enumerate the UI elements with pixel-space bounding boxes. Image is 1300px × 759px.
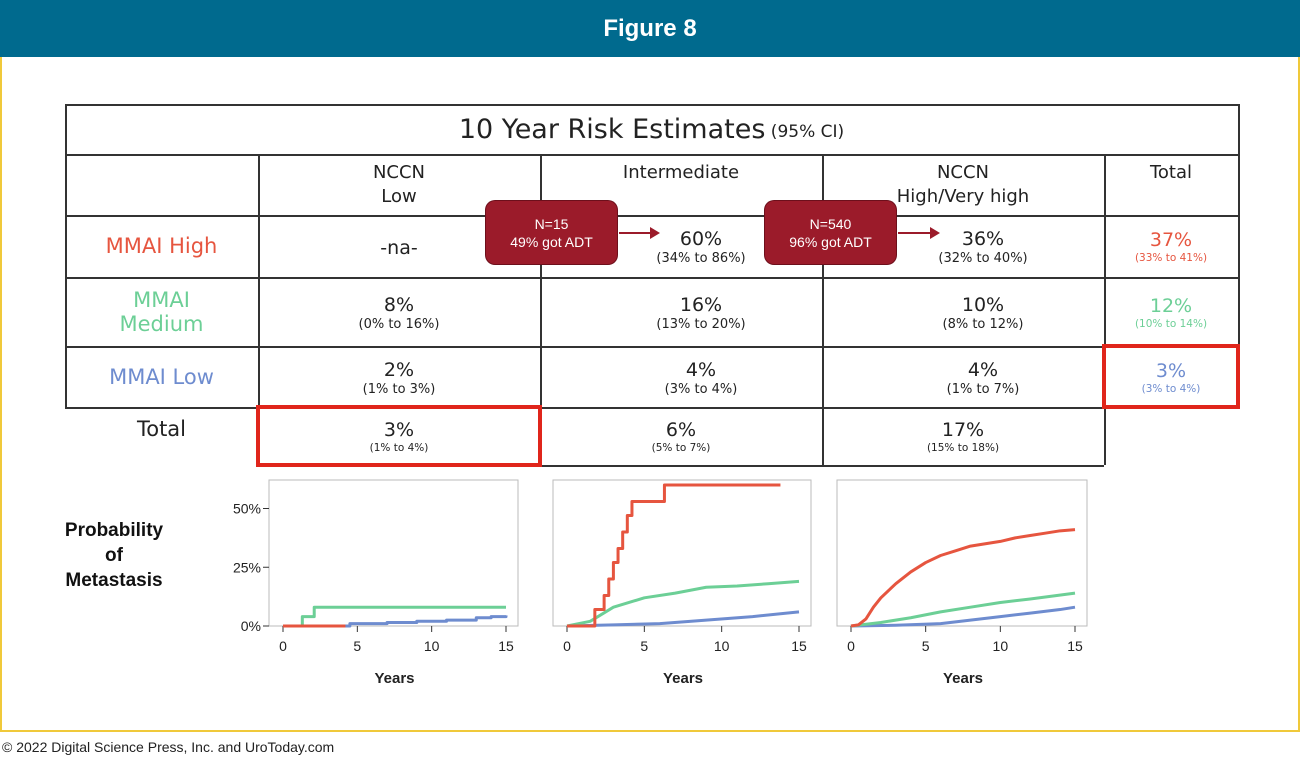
table-cell: 4% (3% to 4%)	[540, 349, 822, 407]
probability-label-line: Probability	[64, 520, 164, 541]
total-row-label-text: Total	[136, 417, 187, 441]
cell-ci: (32% to 40%)	[938, 251, 1028, 266]
total-cell-ci: (1% to 4%)	[369, 441, 429, 454]
table-cell: 8% (0% to 16%)	[258, 280, 540, 346]
table-border-top	[65, 104, 1238, 106]
total-cell-value: 17%	[941, 418, 985, 441]
cell-value: 3%	[1155, 359, 1187, 382]
table-line-header	[65, 215, 1238, 217]
table-col-line-2	[540, 154, 542, 465]
table-col-line-4	[1104, 154, 1106, 465]
table-title-text: 10 Year Risk Estimates	[458, 113, 766, 145]
badge-arrow-head	[650, 227, 660, 239]
table-cell: 60% (34% to 86%)	[540, 218, 822, 277]
cell-ci: (10% to 14%)	[1134, 317, 1208, 330]
total-cell-value: 3%	[383, 418, 415, 441]
table-border-left	[65, 104, 67, 407]
table-title-suffix: (95% CI)	[765, 122, 845, 142]
cell-ci: (1% to 3%)	[362, 381, 436, 397]
row-label: MMAI Medium	[65, 277, 258, 346]
badge-arrow-head	[930, 227, 940, 239]
table-cell: 12% (10% to 14%)	[1104, 280, 1238, 346]
cell-value: 37%	[1149, 229, 1193, 251]
row-label: MMAI Low	[65, 346, 258, 407]
cell-value: 2%	[383, 358, 415, 381]
table-cell: 2% (1% to 3%)	[258, 349, 540, 407]
probability-label-line: of	[105, 545, 123, 566]
table-col-line-1	[258, 154, 260, 465]
column-header-line2: Low	[381, 186, 417, 207]
probability-label-line: Metastasis	[65, 570, 163, 591]
cell-ci: (8% to 12%)	[942, 316, 1024, 332]
cell-value: 12%	[1149, 294, 1193, 317]
column-header-line1: Intermediate	[622, 162, 740, 183]
table-line-total	[258, 465, 1104, 467]
cell-value: -na-	[380, 236, 418, 259]
figure-frame	[0, 57, 1300, 732]
table-cell: 16% (13% to 20%)	[540, 280, 822, 346]
cell-value: 4%	[685, 358, 717, 381]
table-line-row2	[65, 346, 1238, 348]
cell-ci: (34% to 86%)	[656, 251, 746, 266]
adt-badge-count: N=15	[534, 215, 569, 232]
table-cell: 36% (32% to 40%)	[822, 218, 1104, 277]
table-cell: 10% (8% to 12%)	[822, 280, 1104, 346]
highlight-total-low	[256, 405, 542, 467]
table-title: 10 Year Risk Estimates (95% CI)	[65, 104, 1238, 154]
total-cell: 6% (5% to 7%)	[540, 411, 822, 463]
cell-value: 16%	[679, 293, 723, 316]
cell-ci: (1% to 7%)	[946, 381, 1020, 397]
copyright-notice: © 2022 Digital Science Press, Inc. and U…	[2, 739, 335, 755]
table-line-row3	[65, 407, 1238, 409]
row-label-line1: MMAI Low	[109, 364, 214, 389]
table-border-right	[1238, 104, 1240, 407]
column-header: Intermediate	[540, 154, 822, 215]
adt-badge: N=15 49% got ADT	[486, 201, 617, 264]
column-header: NCCN High/Very high	[822, 154, 1104, 215]
probability-label: Probability of Metastasis	[60, 518, 168, 593]
adt-badge: N=540 96% got ADT	[765, 201, 896, 264]
column-header-line1: NCCN	[936, 162, 990, 183]
cell-value: 4%	[967, 358, 999, 381]
row-label: MMAI High	[65, 215, 258, 277]
table-col-line-3	[822, 154, 824, 465]
table-cell: 3% (3% to 4%)	[1104, 349, 1238, 407]
figure-header: Figure 8	[0, 0, 1300, 57]
adt-badge-adt: 49% got ADT	[510, 233, 593, 250]
badge-arrow-line	[898, 232, 930, 234]
adt-badge-adt: 96% got ADT	[789, 233, 872, 250]
row-label-line1: MMAI	[133, 287, 190, 312]
row-label-line1: MMAI High	[105, 234, 218, 258]
total-cell-ci: (5% to 7%)	[651, 441, 711, 454]
table-cell: -na-	[258, 218, 540, 277]
cell-value: 10%	[961, 293, 1005, 316]
table-line-title	[65, 154, 1238, 156]
column-header: NCCN Low	[258, 154, 540, 215]
cell-value: 8%	[383, 293, 415, 316]
cell-ci: (3% to 4%)	[664, 381, 738, 397]
total-cell-value: 6%	[665, 418, 697, 441]
cell-ci: (33% to 41%)	[1134, 252, 1208, 264]
cell-value: 60%	[679, 228, 723, 250]
highlight-total-mmai-low	[1102, 344, 1240, 409]
column-header: Total	[1104, 154, 1238, 215]
table-line-row1	[65, 277, 1238, 279]
total-row-label: Total	[65, 407, 258, 451]
cell-ci: (13% to 20%)	[656, 316, 746, 332]
total-cell: 17% (15% to 18%)	[822, 411, 1104, 463]
cell-ci: (0% to 16%)	[358, 316, 440, 332]
cell-ci: (3% to 4%)	[1141, 382, 1201, 395]
table-cell: 4% (1% to 7%)	[822, 349, 1104, 407]
column-header-line1: Total	[1149, 162, 1193, 183]
column-header-line2: High/Very high	[896, 186, 1030, 207]
cell-value: 36%	[961, 228, 1005, 250]
figure-title: Figure 8	[603, 14, 697, 42]
column-header-line1: NCCN	[372, 162, 426, 183]
total-cell-ci: (15% to 18%)	[926, 441, 1000, 454]
badge-arrow-line	[619, 232, 650, 234]
total-cell: 3% (1% to 4%)	[258, 411, 540, 463]
row-label-line2: Medium	[119, 311, 204, 336]
adt-badge-count: N=540	[809, 215, 852, 232]
table-cell: 37% (33% to 41%)	[1104, 218, 1238, 277]
